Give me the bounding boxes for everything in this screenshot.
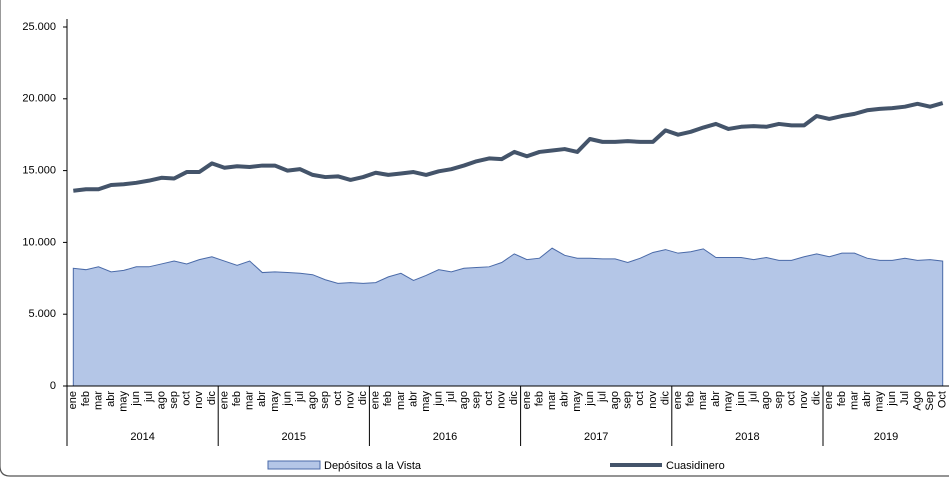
x-tick-label: jun	[886, 391, 898, 407]
x-tick-label: ene	[823, 391, 835, 409]
x-tick-label: ene	[370, 391, 382, 409]
x-tick-label: mar	[395, 391, 407, 410]
x-tick-label: dic	[659, 391, 671, 406]
x-tick-label: jun	[130, 391, 142, 407]
group-label: 2017	[584, 431, 608, 443]
group-label: 2014	[130, 431, 154, 443]
x-tick-label: ene	[67, 391, 79, 409]
legend-swatch	[268, 461, 320, 469]
line	[73, 103, 942, 191]
x-tick-label: Ago	[911, 391, 923, 411]
y-tick-label: 20.000	[22, 93, 56, 105]
x-tick-label: oct	[181, 391, 193, 406]
x-tick-label: nov	[344, 391, 356, 409]
x-tick-label: dic	[811, 391, 823, 406]
x-tick-label: jun	[433, 391, 445, 407]
x-tick-label: nov	[647, 391, 659, 409]
x-tick-label: abr	[861, 391, 873, 407]
x-tick-label: feb	[382, 391, 394, 406]
x-tick-label: oct	[785, 391, 797, 406]
group-label: 2018	[735, 431, 759, 443]
x-tick-label: abr	[105, 391, 117, 407]
x-tick-label: abr	[559, 391, 571, 407]
x-tick-label: nov	[193, 391, 205, 409]
x-tick-label: may	[118, 391, 130, 412]
y-tick-label: 15.000	[22, 165, 56, 177]
x-tick-label: dic	[206, 391, 218, 406]
y-tick-label: 0	[50, 380, 56, 392]
x-tick-label: abr	[710, 391, 722, 407]
x-tick-label: jul	[596, 391, 608, 403]
x-tick-label: oct	[483, 391, 495, 406]
x-tick-label: may	[874, 391, 886, 412]
x-tick-label: nov	[798, 391, 810, 409]
x-tick-label: jul	[294, 391, 306, 403]
x-tick-label: sep	[773, 391, 785, 409]
x-tick-label: ago	[307, 391, 319, 409]
chart: 05.00010.00015.00020.00025.000enefebmara…	[0, 0, 949, 479]
x-tick-label: sep	[168, 391, 180, 409]
x-tick-label: ago	[458, 391, 470, 409]
x-tick-label: mar	[546, 391, 558, 410]
x-tick-label: Oct	[937, 391, 949, 408]
group-label: 2019	[874, 431, 898, 443]
x-tick-label: ago	[609, 391, 621, 409]
x-tick-label: ago	[760, 391, 772, 409]
x-tick-label: nov	[496, 391, 508, 409]
x-tick-label: oct	[332, 391, 344, 406]
x-tick-label: feb	[836, 391, 848, 406]
legend-label: Cuasidinero	[666, 460, 725, 472]
group-label: 2015	[282, 431, 306, 443]
area	[73, 248, 942, 386]
x-tick-label: abr	[407, 391, 419, 407]
x-tick-label: may	[722, 391, 734, 412]
x-tick-label: feb	[231, 391, 243, 406]
x-tick-label: dic	[508, 391, 520, 406]
x-tick-label: Jul	[899, 391, 911, 405]
x-tick-label: sep	[622, 391, 634, 409]
x-tick-label: may	[420, 391, 432, 412]
y-tick-label: 10.000	[22, 236, 56, 248]
x-tick-label: sep	[470, 391, 482, 409]
x-tick-label: ago	[155, 391, 167, 409]
x-tick-label: ene	[218, 391, 230, 409]
x-tick-label: feb	[685, 391, 697, 406]
x-tick-label: mar	[244, 391, 256, 410]
x-tick-label: mar	[848, 391, 860, 410]
x-tick-label: jul	[143, 391, 155, 403]
x-tick-label: mar	[697, 391, 709, 410]
x-tick-label: jul	[748, 391, 760, 403]
x-tick-label: ene	[521, 391, 533, 409]
x-tick-label: mar	[92, 391, 104, 410]
x-tick-label: oct	[634, 391, 646, 406]
group-label: 2016	[433, 431, 457, 443]
x-tick-label: ene	[672, 391, 684, 409]
x-tick-label: may	[571, 391, 583, 412]
x-tick-label: dic	[357, 391, 369, 406]
y-tick-label: 5.000	[28, 308, 56, 320]
x-tick-label: jun	[584, 391, 596, 407]
legend-label: Depósitos a la Vista	[324, 460, 422, 472]
y-tick-label: 25.000	[22, 21, 56, 33]
x-tick-label: Sep	[924, 391, 936, 411]
x-tick-label: jun	[735, 391, 747, 407]
x-tick-label: sep	[319, 391, 331, 409]
x-tick-label: jun	[281, 391, 293, 407]
x-tick-label: feb	[80, 391, 92, 406]
x-tick-label: jul	[445, 391, 457, 403]
x-tick-label: may	[269, 391, 281, 412]
x-tick-label: abr	[256, 391, 268, 407]
x-tick-label: feb	[533, 391, 545, 406]
